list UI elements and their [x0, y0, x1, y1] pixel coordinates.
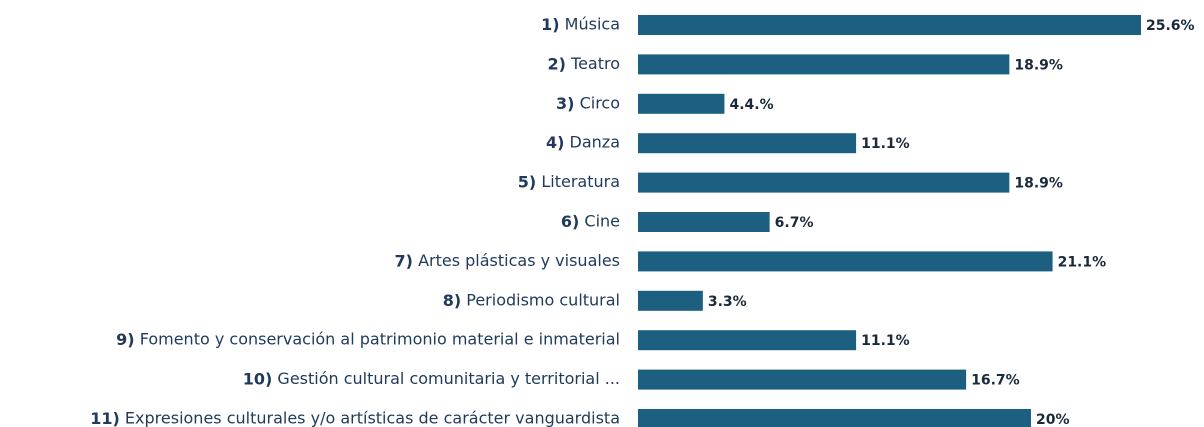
- bar: [638, 54, 1010, 75]
- category-label: 11) Expresiones culturales y/o artística…: [90, 409, 620, 427]
- bar: [638, 172, 1010, 193]
- value-label: 4.4.%: [729, 97, 773, 113]
- bar: [638, 212, 770, 232]
- category-label: 2) Teatro: [547, 54, 620, 73]
- value-label: 20%: [1036, 412, 1070, 427]
- bar: [638, 369, 967, 390]
- value-label: 21.1%: [1058, 254, 1107, 270]
- category-label: 3) Circo: [556, 93, 620, 112]
- category-label: 8) Periodismo cultural: [443, 290, 620, 309]
- value-label: 11.1%: [861, 333, 910, 349]
- bar: [638, 251, 1053, 272]
- value-label: 11.1%: [861, 136, 910, 152]
- category-label: 9) Fomento y conservación al patrimonio …: [116, 330, 620, 349]
- value-label: 18.9%: [1014, 57, 1063, 73]
- category-label: 1) Música: [541, 15, 620, 34]
- category-label: 6) Cine: [561, 212, 620, 231]
- bar: [638, 330, 857, 351]
- bar: [638, 133, 857, 154]
- value-label: 6.7%: [775, 215, 814, 231]
- bar: [638, 409, 1031, 427]
- category-label: 5) Literatura: [518, 172, 620, 191]
- value-label: 16.7%: [971, 373, 1020, 389]
- value-label: 18.9%: [1014, 176, 1063, 192]
- category-label: 10) Gestión cultural comunitaria y terri…: [243, 369, 620, 388]
- value-label: 3.3%: [708, 294, 747, 310]
- category-label: 7) Artes plásticas y visuales: [395, 251, 620, 270]
- bar: [638, 290, 703, 311]
- bar: [638, 15, 1141, 35]
- bar: [638, 93, 725, 114]
- category-label: 4) Danza: [546, 133, 620, 152]
- value-label: 25.6%: [1146, 18, 1195, 34]
